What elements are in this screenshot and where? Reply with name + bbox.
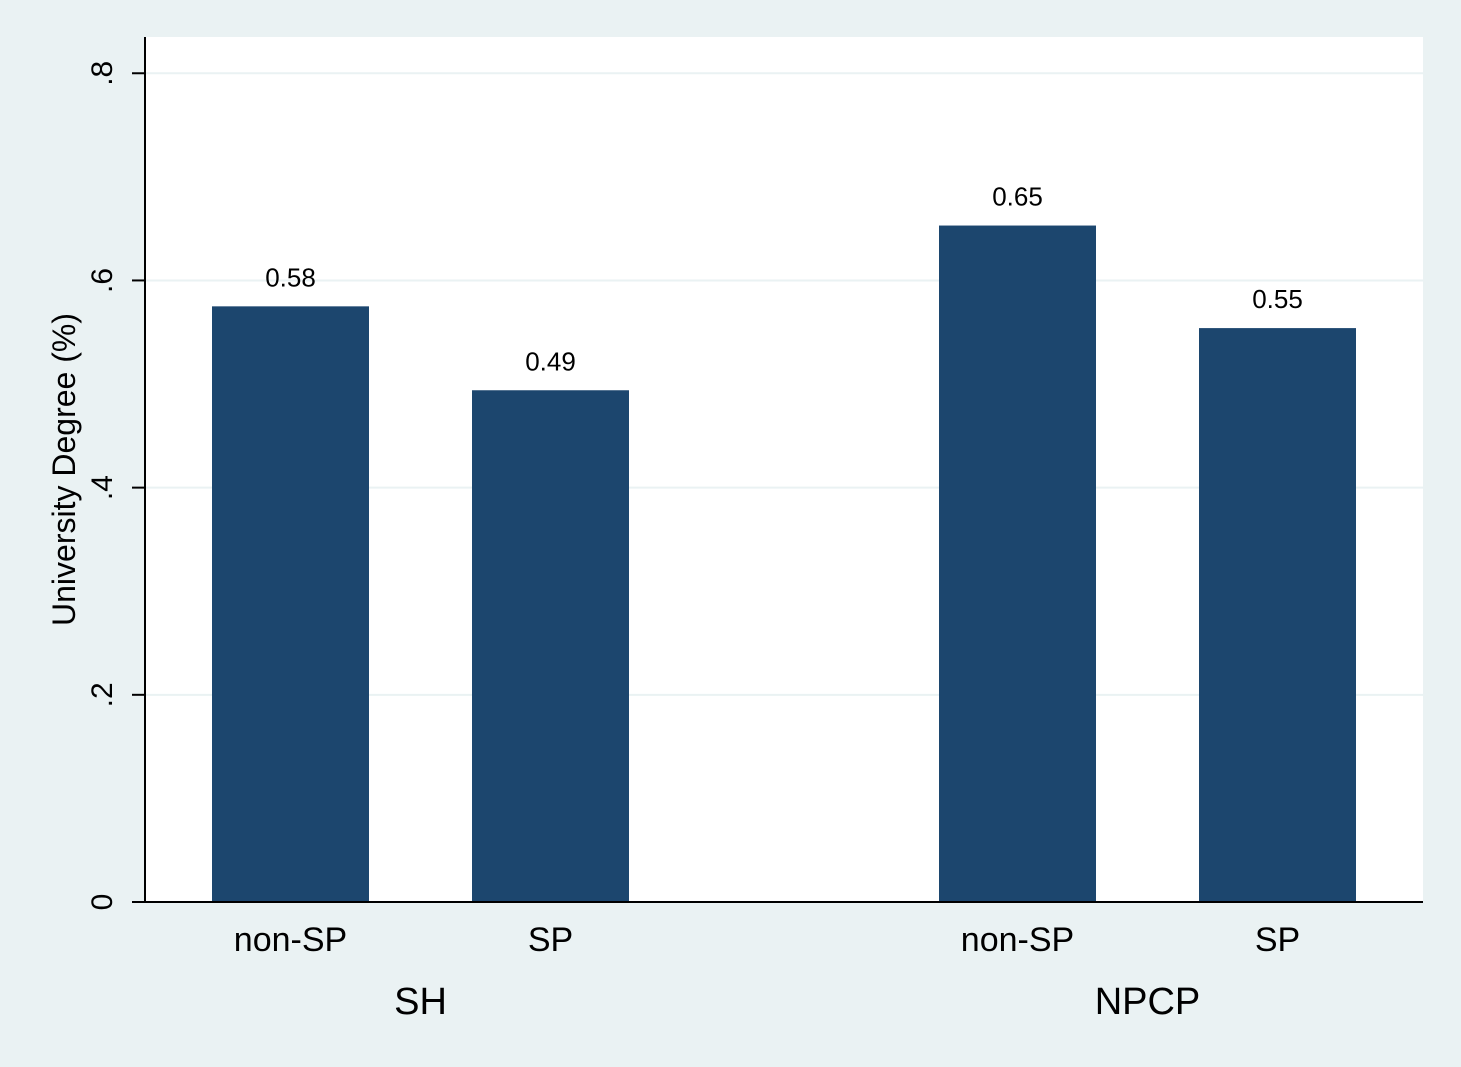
y-tick-label: .4 bbox=[86, 475, 119, 500]
x-category-label: SP bbox=[528, 921, 573, 959]
y-axis-title: University Degree (%) bbox=[46, 313, 82, 626]
bar bbox=[1199, 328, 1356, 902]
x-category-label: non-SP bbox=[234, 921, 347, 959]
y-tick-label: .8 bbox=[86, 61, 119, 86]
y-tick-label: .2 bbox=[86, 682, 119, 707]
bar-value-label: 0.65 bbox=[992, 182, 1043, 212]
bar-value-label: 0.58 bbox=[265, 262, 316, 292]
bar-value-label: 0.49 bbox=[525, 346, 576, 376]
x-category-label: SP bbox=[1255, 921, 1300, 959]
value-labels: 0.58 0.49 0.65 0.55 bbox=[265, 182, 1303, 377]
bar bbox=[212, 306, 369, 902]
x-axis-group-labels: SH NPCP bbox=[394, 981, 1200, 1023]
x-axis-category-labels: non-SP SP non-SP SP bbox=[234, 921, 1300, 959]
y-tick-label: .6 bbox=[86, 268, 119, 293]
y-axis-ticks: 0 .2 .4 .6 .8 bbox=[86, 61, 145, 911]
x-category-label: non-SP bbox=[961, 921, 1074, 959]
bars bbox=[212, 225, 1356, 902]
x-group-label: SH bbox=[394, 981, 447, 1023]
bar bbox=[939, 225, 1096, 902]
y-tick-label: 0 bbox=[86, 894, 119, 911]
bar bbox=[472, 390, 629, 902]
x-group-label: NPCP bbox=[1095, 981, 1201, 1023]
bar-value-label: 0.55 bbox=[1252, 284, 1303, 314]
